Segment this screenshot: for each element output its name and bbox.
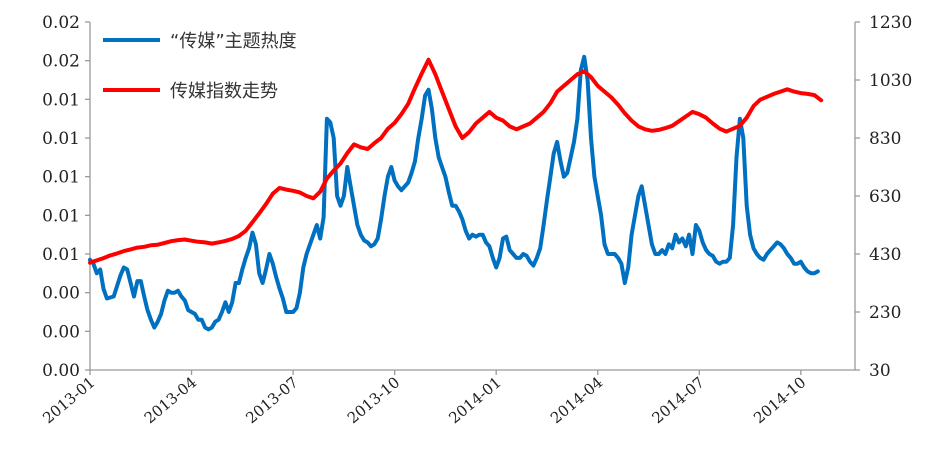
series-line-media-index (88, 57, 824, 265)
y-right-tick-label: 1030 (869, 71, 912, 91)
x-tick-label: 2013-10 (344, 373, 403, 427)
x-tick-label: 2014-01 (445, 373, 504, 427)
x-tick-label: 2014-04 (547, 373, 606, 427)
y-left-tick-label: 0.01 (42, 206, 80, 226)
y-right-tick-label: 30 (869, 361, 891, 381)
y-right-tick-label: 630 (869, 187, 901, 207)
x-tick-label: 2014-07 (649, 373, 708, 427)
y-left-tick-label: 0.00 (42, 322, 80, 342)
y-right-tick-label: 230 (869, 303, 901, 323)
x-tick-label: 2013-04 (141, 373, 200, 427)
y-left-tick-label: 0.02 (42, 52, 80, 72)
y-left-tick-label: 0.01 (42, 168, 80, 188)
y-left-tick-label: 0.00 (42, 284, 80, 304)
y-left-tick-label: 0.01 (42, 90, 80, 110)
y-left-tick-label: 0.00 (42, 361, 80, 381)
x-tick-label: 2013-01 (39, 373, 98, 427)
series-line-topic-heat (88, 54, 820, 332)
y-left-tick-label: 0.01 (42, 245, 80, 265)
legend-label: 传媒指数走势 (170, 81, 278, 102)
y-left-tick-label: 0.01 (42, 129, 80, 149)
y-right-tick-label: 430 (869, 245, 901, 265)
y-right-tick-label: 1230 (869, 13, 912, 33)
x-tick-label: 2014-10 (750, 373, 809, 427)
y-left-tick-label: 0.02 (42, 13, 80, 33)
x-tick-label: 2013-07 (242, 373, 301, 427)
legend-label: “传媒”主题热度 (170, 31, 297, 52)
y-right-tick-label: 830 (869, 129, 901, 149)
